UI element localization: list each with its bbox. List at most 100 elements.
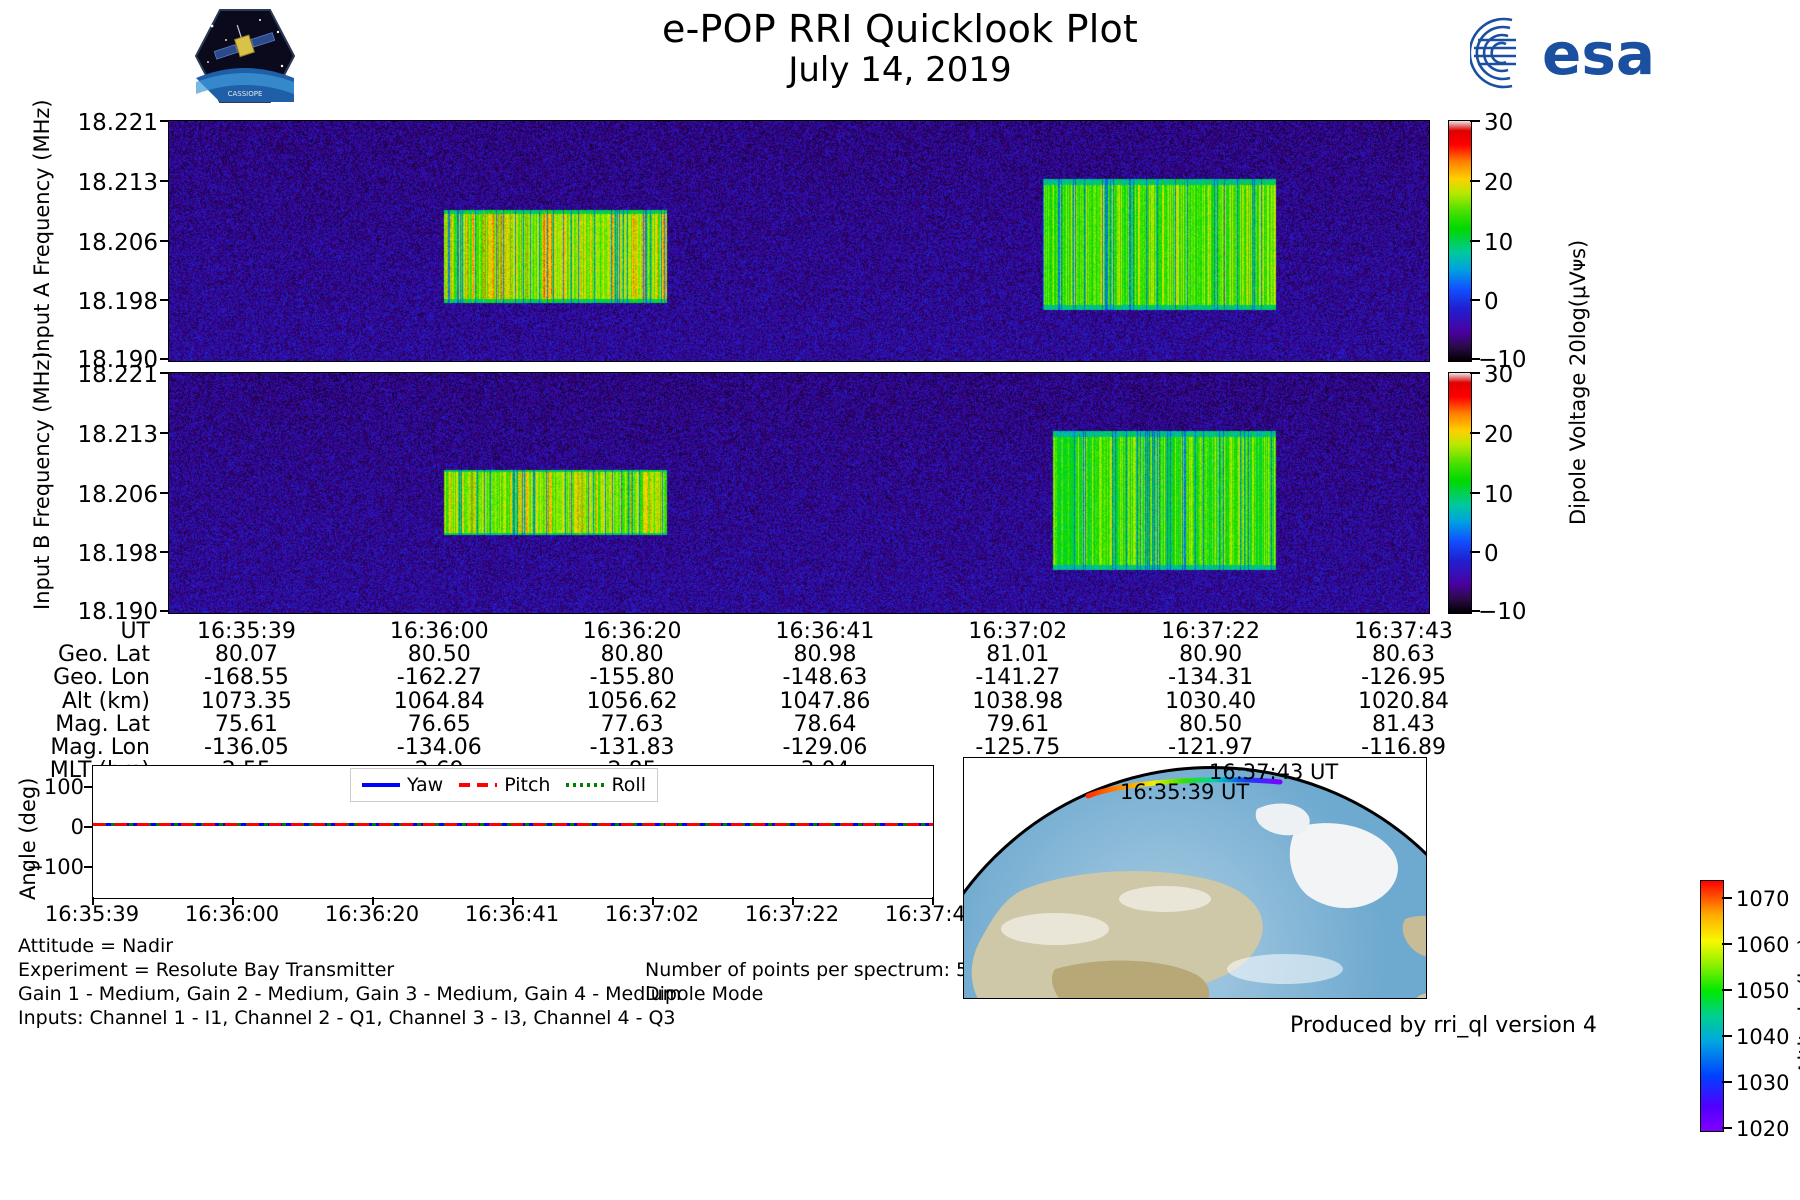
legend-label-yaw: Yaw — [407, 774, 443, 796]
legend-label-roll: Roll — [611, 774, 646, 796]
panel-b-tickmark — [160, 492, 168, 494]
panel-a-ylabel: Input A Frequency (MHz) — [30, 99, 54, 358]
legend-label-pitch: Pitch — [504, 774, 550, 796]
legend-swatch-yaw — [362, 783, 400, 787]
panel-b-tickmark — [160, 551, 168, 553]
cbar-alt-tick-3: 1040 — [1736, 1025, 1789, 1049]
ephemeris-cell: 80.98 — [729, 643, 922, 666]
ephemeris-cell: 78.64 — [729, 713, 922, 736]
attitude-traces — [93, 822, 933, 827]
footer-points-per-spectrum: Number of points per spectrum: 5208 — [645, 959, 1004, 981]
ephemeris-row: Alt (km) 1073.35 1064.84 1056.62 1047.86 1038… — [0, 690, 1500, 713]
cbar-alt-tick-0: 1070 — [1736, 887, 1789, 911]
attitude-pitch-line — [93, 823, 933, 826]
map-end-label: 16:37:43 UT — [1209, 760, 1338, 784]
colorbar-spec-a — [1448, 120, 1472, 362]
ephemeris-cell: 80.80 — [536, 643, 729, 666]
ephemeris-cell: -141.27 — [921, 666, 1114, 689]
ephemeris-row-label: Mag. Lat — [0, 713, 150, 736]
ephemeris-cell: 1020.84 — [1307, 690, 1500, 713]
ephemeris-row-label: Alt (km) — [0, 690, 150, 713]
panel-a-tickmark — [160, 120, 168, 122]
panel-b-tickmark — [160, 372, 168, 374]
ephemeris-cell: 77.63 — [536, 713, 729, 736]
ephemeris-cell: -126.95 — [1307, 666, 1500, 689]
spectrogram-input-a — [168, 120, 1430, 362]
ephemeris-cell: 80.90 — [1114, 643, 1307, 666]
ephemeris-cell: 75.61 — [150, 713, 343, 736]
spectrogram-input-b — [168, 372, 1430, 614]
panel-b-ylabel: Input B Frequency (MHz) — [30, 351, 54, 610]
ephemeris-cell: 81.43 — [1307, 713, 1500, 736]
cbar-alt-tickmark — [1722, 1035, 1732, 1037]
cbar-alt-tickmark — [1722, 989, 1732, 991]
cbar-alt-tickmark — [1722, 943, 1732, 945]
footer-experiment: Experiment = Resolute Bay Transmitter — [18, 959, 394, 981]
cbar-a-tick-0: 30 — [1484, 110, 1513, 136]
attitude-xtickmark — [372, 897, 374, 905]
ephemeris-cell: -129.06 — [729, 736, 922, 759]
ephemeris-row: UT 16:35:39 16:36:00 16:36:20 16:36:41 16:37:… — [0, 620, 1500, 643]
panel-a-ytick-0: 18.221 — [40, 110, 158, 136]
ephemeris-cell: -148.63 — [729, 666, 922, 689]
cbar-b-tick-0: 30 — [1484, 362, 1513, 388]
attitude-tickmark — [84, 786, 92, 788]
ephemeris-cell: 80.50 — [1114, 713, 1307, 736]
legend-item-yaw: Yaw — [362, 774, 443, 796]
ephemeris-cell: 16:36:41 — [729, 620, 922, 643]
panel-b-ytick-1: 18.213 — [40, 422, 158, 448]
ground-track-map: 16:35:39 UT 16:37:43 UT — [963, 757, 1427, 999]
panel-a-ytick-2: 18.206 — [40, 230, 158, 256]
attitude-legend: Yaw Pitch Roll — [350, 768, 658, 802]
panel-a-tickmark — [160, 180, 168, 182]
colorbar-altitude-title: Altitude (km) — [1795, 937, 1800, 1075]
footer-gains: Gain 1 - Medium, Gain 2 - Medium, Gain 3… — [18, 983, 681, 1005]
ephemeris-row: Mag. Lon -136.05 -134.06 -131.83 -129.06 -125… — [0, 736, 1500, 759]
ephemeris-row-label: UT — [0, 620, 150, 643]
attitude-ytick-neg100: −100 — [12, 855, 84, 879]
cbar-a-tickmark — [1470, 120, 1480, 122]
cbar-alt-tick-4: 1030 — [1736, 1071, 1789, 1095]
ephemeris-cell: -136.05 — [150, 736, 343, 759]
panel-a-tickmark — [160, 299, 168, 301]
ephemeris-row-label: Mag. Lon — [0, 736, 150, 759]
attitude-tickmark — [84, 866, 92, 868]
panel-a-tickmark — [160, 240, 168, 242]
ephemeris-cell: -131.83 — [536, 736, 729, 759]
cbar-alt-tick-1: 1060 — [1736, 933, 1789, 957]
panel-a-ytick-3: 18.198 — [40, 289, 158, 315]
attitude-xtickmark — [232, 897, 234, 905]
cbar-b-tickmark — [1470, 432, 1480, 434]
panel-b-ytick-2: 18.206 — [40, 482, 158, 508]
panel-b-ytick-3: 18.198 — [40, 541, 158, 567]
footer-inputs: Inputs: Channel 1 - I1, Channel 2 - Q1, … — [18, 1007, 676, 1029]
panel-a-ytick-1: 18.213 — [40, 170, 158, 196]
ephemeris-cell: 1047.86 — [729, 690, 922, 713]
ephemeris-row: Mag. Lat 75.61 76.65 77.63 78.64 79.61 80.50 81… — [0, 713, 1500, 736]
ephemeris-cell: 76.65 — [343, 713, 536, 736]
colorbar-spec-title: Dipole Voltage 20log(μVᴪs) — [1566, 240, 1590, 525]
attitude-ytick-0: 0 — [20, 815, 84, 839]
attitude-xtick: 16:36:20 — [302, 902, 442, 926]
cassiope-mission-patch-icon: CASSIOPE — [190, 6, 300, 106]
ephemeris-cell: 16:37:43 — [1307, 620, 1500, 643]
ephemeris-cell: -116.89 — [1307, 736, 1500, 759]
ephemeris-cell: 79.61 — [921, 713, 1114, 736]
footer-dipole-mode: Dipole Mode — [645, 983, 763, 1005]
esa-logo-icon: esa — [1470, 14, 1700, 92]
cbar-a-tickmark — [1470, 240, 1480, 242]
ephemeris-row-label: Geo. Lat — [0, 643, 150, 666]
ephemeris-cell: -125.75 — [921, 736, 1114, 759]
svg-text:CASSIOPE: CASSIOPE — [228, 90, 263, 98]
cbar-b-tick-2: 10 — [1484, 482, 1513, 508]
cbar-alt-tick-2: 1050 — [1736, 979, 1789, 1003]
attitude-xtick: 16:36:00 — [162, 902, 302, 926]
legend-item-roll: Roll — [566, 774, 646, 796]
footer-produced-by: Produced by rri_ql version 4 — [1290, 1013, 1597, 1038]
legend-swatch-pitch — [459, 783, 497, 787]
colorbar-altitude — [1700, 880, 1724, 1132]
attitude-xtickmark — [652, 897, 654, 905]
cbar-b-tickmark — [1470, 610, 1480, 612]
ephemeris-cell: 16:37:02 — [921, 620, 1114, 643]
ephemeris-cell: 80.63 — [1307, 643, 1500, 666]
